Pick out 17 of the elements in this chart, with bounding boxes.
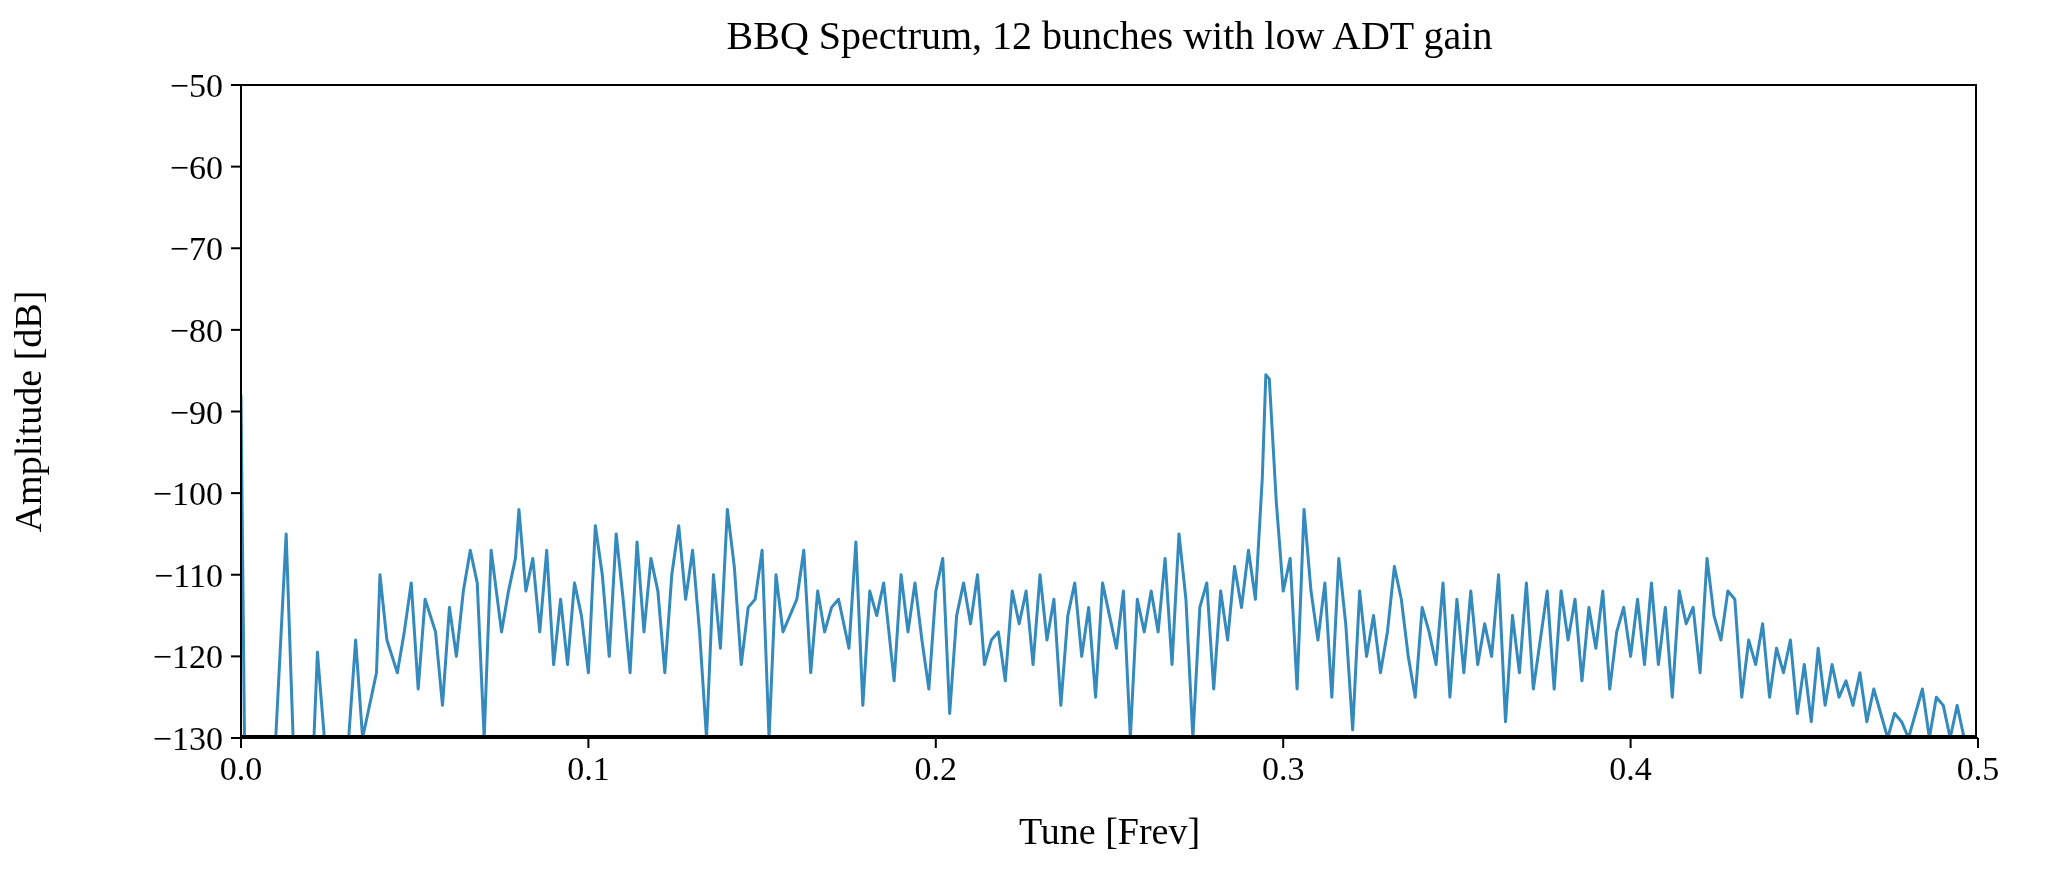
- x-tick-label: 0.3: [1261, 750, 1305, 788]
- y-tick-label: −100: [152, 475, 223, 513]
- y-tick-label: −50: [169, 67, 223, 105]
- chart-title: BBQ Spectrum, 12 bunches with low ADT gain: [725, 12, 1494, 60]
- y-tick-label: −70: [169, 230, 223, 268]
- y-tick-label: −110: [154, 556, 223, 594]
- x-tick-label: 0.2: [914, 750, 958, 788]
- y-tick-label: −120: [152, 638, 223, 676]
- line-series: [241, 373, 1966, 738]
- y-tick-label: −90: [169, 393, 223, 431]
- x-axis-title: Tune [Frev]: [1018, 810, 1201, 852]
- x-tick-label: 0.5: [1956, 750, 2000, 788]
- y-axis-title: Amplitude [dB]: [7, 290, 50, 533]
- y-tick-label: −80: [169, 311, 223, 349]
- x-tick-label: 0.4: [1609, 750, 1652, 788]
- x-tick-label: 0.1: [567, 750, 610, 788]
- y-tick-label: −60: [169, 148, 223, 186]
